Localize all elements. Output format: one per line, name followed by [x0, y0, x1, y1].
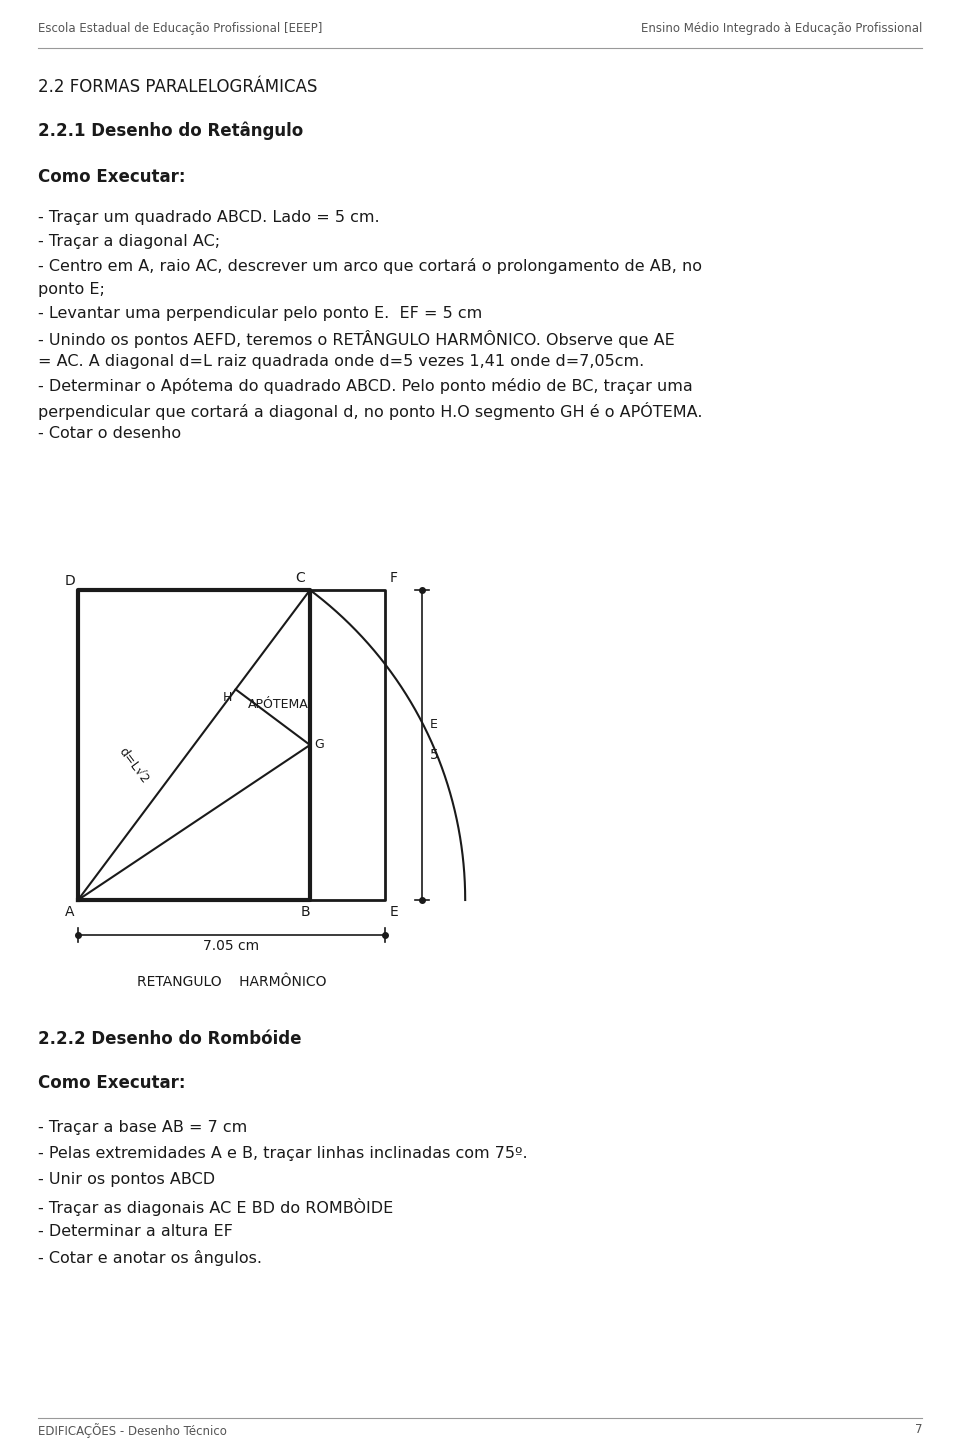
Text: ponto E;: ponto E; — [38, 282, 105, 297]
Text: Escola Estadual de Educação Profissional [EEEP]: Escola Estadual de Educação Profissional… — [38, 22, 323, 35]
Text: - Traçar a diagonal AC;: - Traçar a diagonal AC; — [38, 233, 220, 249]
Text: - Cotar e anotar os ângulos.: - Cotar e anotar os ângulos. — [38, 1250, 262, 1266]
Text: B: B — [300, 904, 310, 919]
Text: perpendicular que cortará a diagonal d, no ponto H.O segmento GH é o APÓTEMA.: perpendicular que cortará a diagonal d, … — [38, 402, 703, 420]
Text: APÓTEMA: APÓTEMA — [248, 698, 308, 711]
Text: 5: 5 — [430, 747, 439, 762]
Text: - Cotar o desenho: - Cotar o desenho — [38, 426, 181, 441]
Text: - Determinar a altura EF: - Determinar a altura EF — [38, 1224, 233, 1238]
Text: F: F — [390, 572, 398, 585]
Text: 2.2.2 Desenho do Rombóide: 2.2.2 Desenho do Rombóide — [38, 1030, 301, 1048]
Text: RETANGULO    HARMÔNICO: RETANGULO HARMÔNICO — [136, 975, 326, 989]
Text: C: C — [295, 572, 305, 585]
Text: EDIFICAÇÕES - Desenho Técnico: EDIFICAÇÕES - Desenho Técnico — [38, 1423, 227, 1439]
Text: Como Executar:: Como Executar: — [38, 168, 185, 186]
Text: 2.2.1 Desenho do Retângulo: 2.2.1 Desenho do Retângulo — [38, 122, 303, 141]
Text: E: E — [430, 719, 438, 732]
Text: - Pelas extremidades A e B, traçar linhas inclinadas com 75º.: - Pelas extremidades A e B, traçar linha… — [38, 1146, 528, 1161]
Text: G: G — [314, 739, 324, 752]
Text: - Levantar uma perpendicular pelo ponto E.  EF = 5 cm: - Levantar uma perpendicular pelo ponto … — [38, 307, 482, 321]
Text: - Unir os pontos ABCD: - Unir os pontos ABCD — [38, 1172, 215, 1187]
Text: - Traçar as diagonais AC E BD do ROMBÒIDE: - Traçar as diagonais AC E BD do ROMBÒID… — [38, 1198, 394, 1215]
Text: 7: 7 — [915, 1423, 922, 1436]
Text: Ensino Médio Integrado à Educação Profissional: Ensino Médio Integrado à Educação Profis… — [640, 22, 922, 35]
Text: - Traçar a base AB = 7 cm: - Traçar a base AB = 7 cm — [38, 1120, 248, 1135]
Text: - Unindo os pontos AEFD, teremos o RETÂNGULO HARMÔNICO. Observe que AE: - Unindo os pontos AEFD, teremos o RETÂN… — [38, 330, 675, 348]
Text: Como Executar:: Como Executar: — [38, 1074, 185, 1092]
Text: D: D — [65, 575, 76, 588]
Text: = AC. A diagonal d=L raiz quadrada onde d=5 vezes 1,41 onde d=7,05cm.: = AC. A diagonal d=L raiz quadrada onde … — [38, 354, 644, 369]
Text: d=L√2: d=L√2 — [116, 744, 152, 785]
Text: H: H — [223, 691, 231, 704]
Text: - Determinar o Apótema do quadrado ABCD. Pelo ponto médio de BC, traçar uma: - Determinar o Apótema do quadrado ABCD.… — [38, 377, 693, 395]
Text: - Centro em A, raio AC, descrever um arco que cortará o prolongamento de AB, no: - Centro em A, raio AC, descrever um arc… — [38, 258, 702, 274]
Text: 2.2 FORMAS PARALELOGRÁMICAS: 2.2 FORMAS PARALELOGRÁMICAS — [38, 78, 318, 96]
Text: E: E — [390, 904, 398, 919]
Text: 7.05 cm: 7.05 cm — [204, 939, 259, 953]
Text: - Traçar um quadrado ABCD. Lado = 5 cm.: - Traçar um quadrado ABCD. Lado = 5 cm. — [38, 210, 379, 225]
Text: A: A — [65, 904, 75, 919]
